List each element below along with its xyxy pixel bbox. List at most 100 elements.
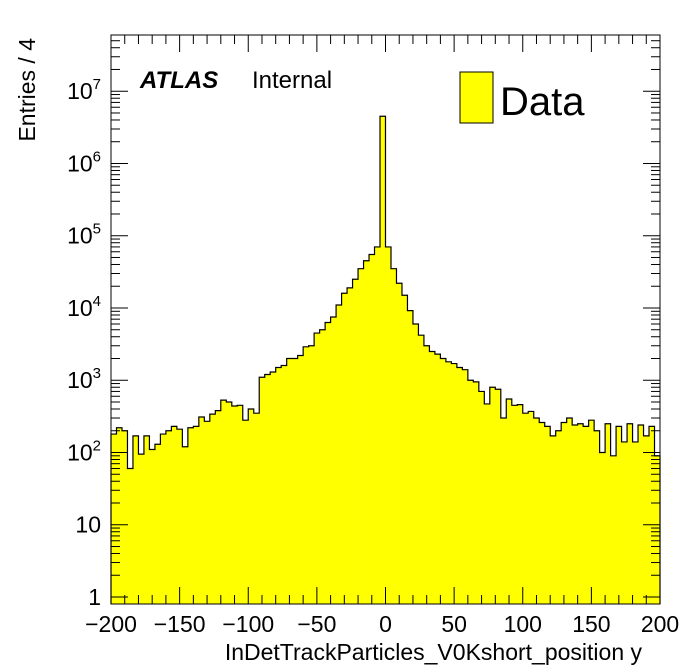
histogram-bin — [286, 358, 293, 604]
histogram-bin — [281, 365, 288, 604]
histogram-bin — [270, 372, 277, 604]
histogram-bin — [390, 268, 397, 604]
histogram-bin — [451, 363, 458, 604]
x-tick-label: 150 — [572, 611, 610, 637]
histogram-bin — [154, 444, 161, 604]
histogram-bin — [649, 426, 655, 604]
histogram-bin — [380, 116, 386, 605]
histogram-bin — [385, 246, 392, 604]
histogram-bin — [308, 345, 315, 604]
y-tick-label: 104 — [67, 293, 101, 321]
x-axis-title: InDetTrackParticles_V0Kshort_position y — [225, 639, 643, 665]
histogram-bin — [226, 401, 233, 604]
histogram-bin — [160, 434, 167, 604]
histogram-bin — [412, 324, 419, 604]
histogram-bin — [319, 329, 326, 604]
histogram-bin — [654, 455, 661, 604]
x-tick-label: 100 — [504, 611, 542, 637]
histogram-bin — [577, 423, 584, 604]
histogram-bin — [171, 426, 178, 604]
histogram-bin — [275, 367, 282, 604]
histogram-bin — [358, 268, 364, 604]
histogram-bin — [292, 358, 299, 604]
histogram-bin — [248, 408, 255, 604]
histogram-bin — [193, 426, 200, 604]
histogram-bin — [621, 441, 628, 604]
histogram-bin — [303, 346, 310, 604]
histogram-bin — [605, 423, 611, 604]
histogram-bin — [423, 345, 430, 604]
histogram-bin — [369, 254, 375, 604]
histogram-bin — [522, 413, 529, 604]
histogram-bin — [138, 454, 145, 604]
histogram-bin — [561, 422, 568, 604]
histogram-bin — [407, 310, 414, 604]
histogram-bin — [143, 435, 150, 604]
histogram-bin — [528, 411, 535, 604]
y-tick-label: 103 — [67, 365, 101, 393]
legend-label: Data — [500, 80, 585, 124]
histogram-bin — [259, 377, 266, 604]
histogram-bin — [347, 287, 353, 604]
histogram-bin — [231, 405, 238, 604]
histogram-bin — [434, 354, 441, 604]
histogram-bin — [599, 452, 606, 604]
histogram-bin — [467, 380, 474, 604]
histogram-bin — [456, 367, 463, 604]
y-tick-label: 10 — [75, 512, 101, 538]
histogram-bin — [297, 355, 304, 604]
histogram-bin — [352, 279, 359, 604]
legend-swatch — [459, 71, 494, 124]
x-tick-label: 200 — [641, 611, 679, 637]
histogram-bin — [506, 398, 513, 604]
histogram-bin — [445, 361, 452, 604]
histogram-bin — [627, 423, 633, 604]
histogram-bin — [215, 410, 222, 604]
histogram-bin — [473, 381, 480, 604]
histogram-bin — [209, 414, 216, 604]
y-tick-label: 105 — [67, 221, 101, 249]
axes — [110, 34, 661, 605]
histogram-bin — [325, 322, 331, 604]
histogram-bin — [429, 351, 436, 604]
legend: Data — [459, 71, 585, 124]
histogram-bin — [588, 420, 595, 604]
x-tick-label: 0 — [379, 611, 392, 637]
histogram-bin — [396, 283, 403, 604]
histogram-bin — [341, 293, 348, 604]
histogram-bin — [484, 403, 491, 604]
histogram-bin — [555, 430, 562, 604]
x-tick-label: −50 — [297, 611, 336, 637]
internal-label: Internal — [252, 67, 332, 94]
histogram-bin — [594, 430, 601, 604]
histogram-bin — [616, 426, 622, 604]
histogram-bin — [187, 427, 194, 604]
histogram-bin — [462, 369, 469, 604]
histogram-bin — [500, 418, 507, 604]
x-tick-label: 50 — [441, 611, 467, 637]
histogram-bin — [253, 413, 260, 604]
histogram-bin — [237, 405, 244, 604]
histogram-bin — [220, 400, 227, 604]
histogram-bin — [330, 317, 337, 604]
histogram-bin — [495, 389, 502, 604]
histogram-bin — [517, 404, 524, 604]
histogram-bin — [566, 418, 573, 604]
histogram-bin — [176, 429, 183, 604]
histogram-bin — [539, 422, 546, 604]
histogram-bin — [182, 446, 189, 604]
histogram-bin — [572, 425, 579, 604]
histogram-bin — [533, 418, 540, 604]
histogram-bin — [165, 430, 172, 604]
histogram-bin — [149, 449, 156, 604]
histogram-bin — [401, 295, 408, 604]
histogram-bin — [478, 391, 485, 604]
histogram-bin — [583, 426, 590, 604]
x-tick-label: −150 — [154, 611, 206, 637]
histogram-bin — [314, 333, 321, 604]
y-tick-label: 1 — [88, 584, 101, 610]
y-axis-title: Entries / 4 — [14, 38, 40, 142]
histogram-outline — [110, 115, 661, 604]
histogram-bin — [544, 426, 551, 604]
